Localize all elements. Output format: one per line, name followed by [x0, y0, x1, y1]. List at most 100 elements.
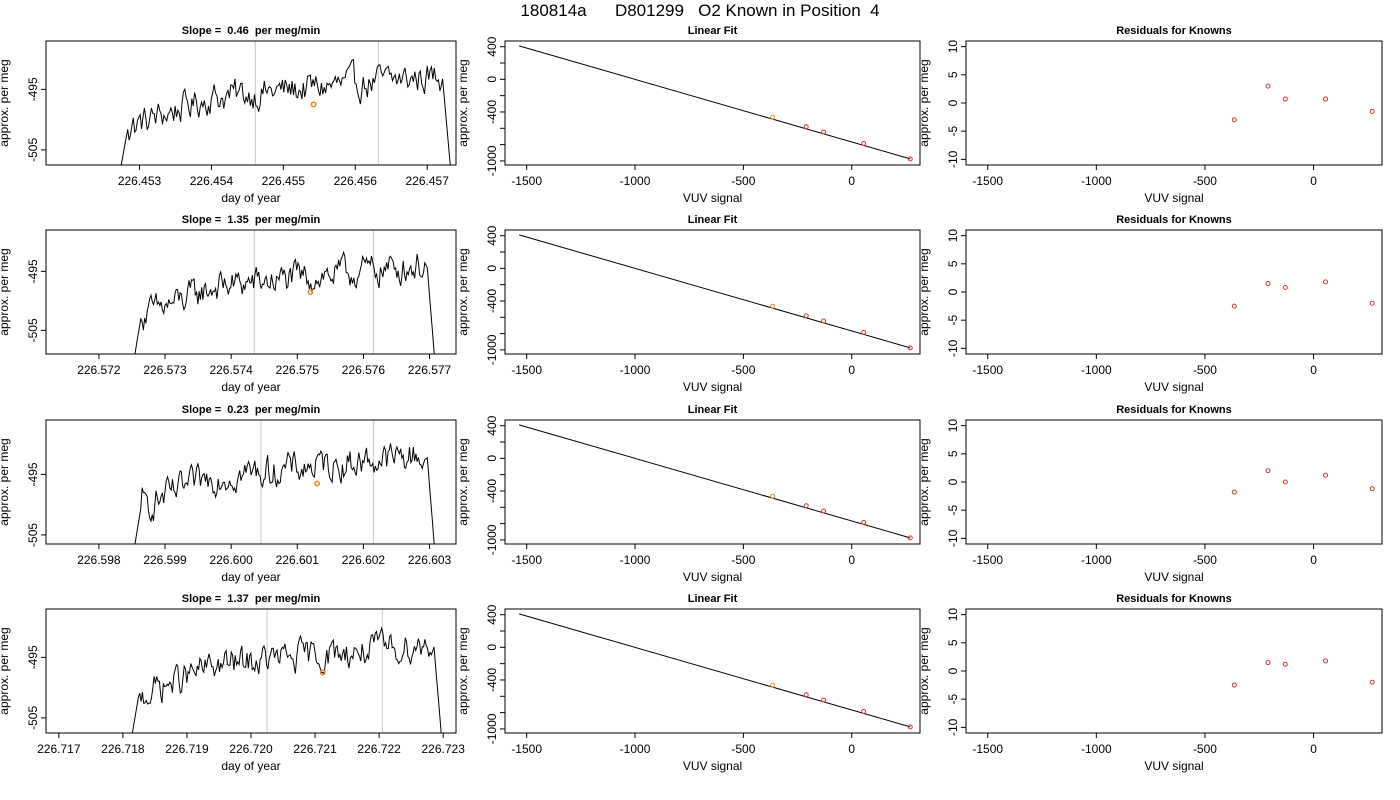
x-axis: -1500 -1000 -500 0 — [511, 544, 855, 567]
x-tick-label: 226.717 — [37, 742, 81, 756]
x-tick-label: -1000 — [620, 742, 651, 756]
residual-point — [1323, 96, 1329, 102]
y-axis: -10 -5 0 5 10 — [946, 419, 966, 547]
y-tick-label: 10 — [946, 608, 960, 622]
plot-frame — [45, 419, 457, 545]
residuals-panel-4: Residuals for Knowns -1500 -1000 -500 0 VUV s… — [906, 585, 1386, 777]
x-tick-label: -1500 — [511, 553, 542, 567]
y-tick-label: 10 — [946, 40, 960, 54]
x-tick-label: -500 — [1193, 742, 1217, 756]
y-tick-label: -5 — [946, 315, 960, 326]
linear-fit-panel-1-svg: Linear Fit -1500 -1000 -500 0 VUV signal -1000… — [456, 25, 921, 205]
y-axis-label: approx. per meg — [0, 627, 11, 714]
time-series-panel-3-svg: Slope = 0.23 per meg/min 226.598 226.599 22… — [0, 404, 457, 584]
x-tick-label: 0 — [848, 553, 855, 567]
known-point — [770, 493, 776, 499]
known-point — [821, 508, 827, 514]
y-axis-label: approx. per meg — [456, 438, 470, 525]
x-tick-label: 226.722 — [357, 742, 401, 756]
fit-line — [518, 613, 911, 728]
y-axis-label: approx. per meg — [917, 248, 931, 335]
x-tick-label: 226.603 — [408, 553, 452, 567]
y-axis-label: approx. per meg — [0, 59, 11, 146]
known-point — [861, 708, 867, 714]
x-tick-label: 0 — [1310, 742, 1317, 756]
plot-frame — [965, 229, 1383, 355]
y-axis: -505 -495 — [26, 462, 46, 547]
x-tick-label: 226.721 — [293, 742, 337, 756]
x-axis-label: VUV signal — [683, 191, 742, 205]
linear-fit-panel-4: Linear Fit -1500 -1000 -500 0 VUV signal -1000… — [445, 585, 924, 777]
y-tick-label: -1000 — [485, 334, 499, 365]
y-tick-label: -10 — [946, 339, 960, 357]
selected-point — [314, 480, 321, 487]
y-tick-label: -495 — [26, 645, 40, 669]
panel-title: Slope = 0.23 per meg/min — [182, 404, 321, 416]
linear-fit-panel-2: Linear Fit -1500 -1000 -500 0 VUV signal -1000… — [445, 206, 924, 398]
fit-line — [518, 234, 911, 349]
plot-frame — [965, 608, 1383, 734]
y-tick-label: -1000 — [485, 524, 499, 555]
residual-point — [1282, 284, 1288, 290]
y-tick-label: -10 — [946, 150, 960, 168]
residual-point — [1323, 279, 1329, 285]
x-axis-label: VUV signal — [1144, 380, 1203, 394]
page-title: 180814a D801299 O2 Known in Position 4 — [520, 1, 880, 20]
fit-line — [518, 424, 911, 539]
y-tick-label: 5 — [946, 71, 960, 78]
x-tick-label: 226.457 — [406, 174, 450, 188]
selected-point — [307, 289, 314, 295]
x-tick-label: -500 — [731, 174, 755, 188]
y-tick-label: -5 — [946, 505, 960, 516]
selected-point — [310, 101, 317, 108]
x-tick-label: 226.602 — [342, 553, 386, 567]
x-tick-label: -1500 — [972, 553, 1003, 567]
y-tick-label: -495 — [26, 77, 40, 101]
x-tick-label: -500 — [1193, 363, 1217, 377]
y-tick-label: -495 — [26, 462, 40, 486]
x-tick-label: 226.720 — [229, 742, 273, 756]
y-axis: -10 -5 0 5 10 — [946, 608, 966, 736]
x-tick-label: -500 — [1193, 553, 1217, 567]
residual-point — [1369, 486, 1375, 492]
x-axis: -1500 -1000 -500 0 — [972, 544, 1317, 567]
x-tick-label: 226.576 — [342, 363, 386, 377]
x-tick-label: -500 — [1193, 174, 1217, 188]
selected-point — [319, 669, 326, 676]
x-tick-label: -1500 — [511, 174, 542, 188]
linear-fit-panel-1: Linear Fit -1500 -1000 -500 0 VUV signal -1000… — [445, 17, 924, 209]
x-tick-label: 226.574 — [209, 363, 253, 377]
residuals-panel-3-svg: Residuals for Knowns -1500 -1000 -500 0 VUV s… — [917, 404, 1383, 584]
y-tick-label: 400 — [485, 604, 499, 624]
x-axis-label: VUV signal — [1144, 191, 1203, 205]
x-tick-label: 226.719 — [165, 742, 209, 756]
x-axis-label: day of year — [221, 570, 280, 584]
residual-point — [1323, 658, 1329, 664]
x-tick-label: 226.718 — [101, 742, 145, 756]
plot-frame — [45, 229, 457, 355]
y-tick-label: -1000 — [485, 713, 499, 744]
fit-line — [518, 45, 911, 160]
known-point — [907, 535, 913, 541]
x-tick-label: 226.598 — [77, 553, 121, 567]
y-tick-label: 5 — [946, 260, 960, 267]
plot-frame — [965, 40, 1383, 166]
y-tick-label: 10 — [946, 419, 960, 433]
x-tick-label: -500 — [731, 742, 755, 756]
x-tick-label: 226.572 — [77, 363, 121, 377]
y-tick-label: 0 — [946, 667, 960, 674]
residuals-panel-1-svg: Residuals for Knowns -1500 -1000 -500 0 VUV s… — [917, 25, 1383, 205]
plot-area — [120, 41, 451, 165]
residual-point — [1231, 489, 1237, 495]
signal-trace — [120, 59, 451, 165]
y-axis: -505 -495 — [26, 645, 46, 730]
x-tick-label: 0 — [1310, 363, 1317, 377]
y-axis-label: approx. per meg — [456, 59, 470, 146]
x-tick-label: -1000 — [1081, 174, 1112, 188]
x-tick-label: -1000 — [1081, 742, 1112, 756]
x-tick-label: 226.455 — [262, 174, 306, 188]
x-tick-label: 0 — [848, 174, 855, 188]
x-tick-label: 0 — [848, 742, 855, 756]
x-axis: 226.598 226.599 226.600 226.601 226.602 226.6… — [77, 544, 452, 567]
y-tick-label: -400 — [485, 668, 499, 692]
